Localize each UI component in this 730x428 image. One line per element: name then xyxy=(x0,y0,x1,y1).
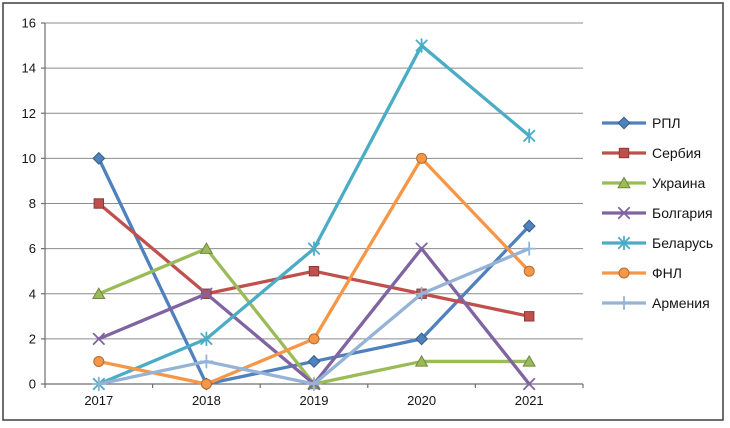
series-marker-2 xyxy=(92,287,106,299)
series-marker-0 xyxy=(307,354,321,368)
series-marker-5 xyxy=(523,265,535,277)
x-axis-label: 2020 xyxy=(407,393,436,408)
legend-label: Армения xyxy=(652,295,710,311)
series-marker-1 xyxy=(524,311,535,322)
legend-marker xyxy=(617,176,631,189)
legend-label: Украина xyxy=(652,175,706,191)
series-marker-4 xyxy=(523,128,536,144)
marker-stroke xyxy=(200,287,213,300)
legend-label: ФНЛ xyxy=(652,265,682,281)
marker-stroke xyxy=(523,377,536,391)
series-marker-4 xyxy=(307,241,321,256)
x-axis-label: 2021 xyxy=(515,393,544,408)
legend-label: РПЛ xyxy=(652,115,681,131)
series-marker-0 xyxy=(415,332,429,346)
y-axis-label: 8 xyxy=(29,196,36,211)
x-axis-label: 2017 xyxy=(84,393,113,408)
series-line-4 xyxy=(98,43,531,386)
series-marker-4 xyxy=(200,331,213,347)
series-marker-6 xyxy=(306,376,322,392)
series-marker-5 xyxy=(93,355,105,367)
series-marker-3 xyxy=(200,287,213,300)
marker-stroke xyxy=(415,242,428,255)
series-marker-6 xyxy=(91,376,106,392)
series-line-1 xyxy=(97,202,530,318)
y-axis-label: 4 xyxy=(29,286,36,301)
legend-marker xyxy=(617,235,631,251)
series-marker-1 xyxy=(93,198,104,209)
series-marker-2 xyxy=(414,354,429,367)
series-marker-0 xyxy=(522,219,536,233)
series-marker-5 xyxy=(308,333,320,345)
series-marker-6 xyxy=(522,241,537,256)
series-marker-2 xyxy=(199,242,214,254)
y-axis-label: 14 xyxy=(22,61,36,76)
legend-marker xyxy=(617,206,631,220)
legend-label: Сербия xyxy=(652,145,701,161)
marker-stroke xyxy=(92,332,105,345)
legend-marker xyxy=(618,147,630,159)
series-marker-6 xyxy=(414,286,429,301)
legend-item: ФНЛ xyxy=(602,265,682,281)
series-marker-3 xyxy=(523,377,536,391)
legend-item: Украина xyxy=(602,175,706,191)
series-marker-3 xyxy=(92,332,105,345)
legend-marker xyxy=(616,295,632,311)
x-axis-label: 2019 xyxy=(300,393,329,408)
legend-label: Болгария xyxy=(652,205,713,221)
y-axis-label: 0 xyxy=(29,377,36,392)
y-axis-label: 12 xyxy=(22,106,36,121)
series-marker-4 xyxy=(415,38,428,53)
y-axis-label: 2 xyxy=(29,331,36,346)
legend-marker xyxy=(618,267,630,279)
series-marker-6 xyxy=(199,354,214,369)
y-axis-label: 10 xyxy=(22,151,36,166)
legend-label: Беларусь xyxy=(652,235,713,251)
series-marker-2 xyxy=(522,354,536,367)
y-axis-label: 16 xyxy=(22,16,36,31)
series-marker-1 xyxy=(308,265,320,277)
legend-marker xyxy=(617,116,631,130)
x-axis-label: 2018 xyxy=(192,393,221,408)
y-axis-label: 6 xyxy=(29,241,36,256)
series-marker-3 xyxy=(415,242,428,255)
series-marker-5 xyxy=(200,378,212,390)
series-marker-5 xyxy=(416,152,428,164)
chart-border xyxy=(2,2,724,421)
legend-item: Сербия xyxy=(602,145,701,161)
legend-item: РПЛ xyxy=(602,115,681,131)
marker-stroke xyxy=(617,206,631,220)
series-marker-0 xyxy=(92,151,106,165)
